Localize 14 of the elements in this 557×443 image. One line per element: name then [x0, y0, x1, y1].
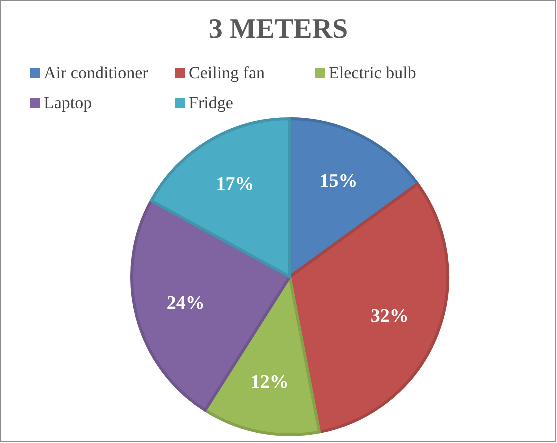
legend-label: Ceiling fan — [189, 64, 266, 82]
legend-label: Air conditioner — [44, 64, 149, 82]
pie-slice — [130, 199, 292, 412]
data-label: 12% — [250, 372, 289, 394]
legend-label: Laptop — [44, 94, 92, 112]
data-label: 32% — [370, 306, 409, 328]
legend-label: Fridge — [189, 94, 234, 112]
pie-slice — [150, 118, 292, 278]
data-label: 15% — [320, 170, 358, 192]
legend-label: Electric bulb — [329, 64, 416, 82]
chart-title: 3 METERS — [208, 14, 348, 45]
pie-slice — [204, 276, 322, 436]
data-label: 17% — [216, 174, 254, 196]
data-label: 24% — [166, 293, 205, 314]
